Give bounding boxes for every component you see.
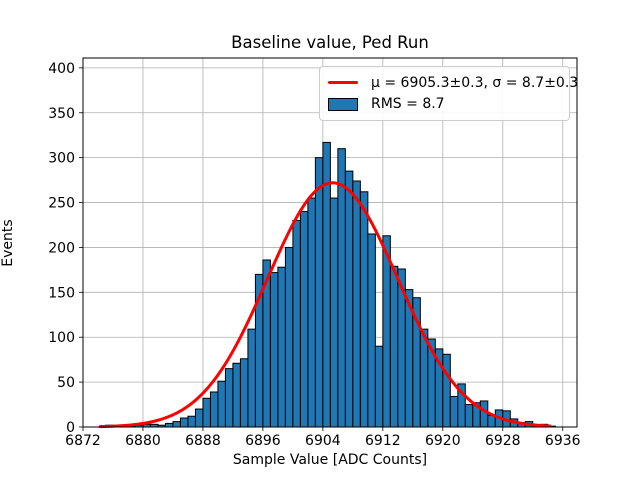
x-tick-label: 6920 — [425, 433, 461, 449]
histogram-patch-swatch — [328, 97, 358, 111]
chart-title: Baseline value, Ped Run — [231, 33, 429, 52]
histogram-bar — [344, 170, 354, 428]
histogram-bar — [172, 421, 181, 428]
histogram-bar — [389, 265, 399, 428]
histogram-bar — [224, 368, 234, 428]
histogram-bar — [479, 400, 489, 428]
histogram-bar — [194, 408, 204, 428]
y-tick-label: 350 — [48, 106, 75, 122]
fit-legend-label: μ = 6905.3±0.3, σ = 8.7±0.3 — [371, 74, 579, 91]
y-tick-label: 150 — [48, 285, 75, 301]
legend-row-fit: μ = 6905.3±0.3, σ = 8.7±0.3 — [328, 73, 578, 93]
y-axis-label: Events — [0, 219, 16, 267]
x-tick-label: 6904 — [305, 433, 341, 449]
histogram-bar — [284, 246, 294, 428]
y-tick-label: 50 — [57, 375, 75, 391]
histogram-bar — [217, 380, 226, 428]
histogram-bar — [382, 235, 391, 428]
histogram-bar — [299, 211, 309, 428]
x-tick-label: 6880 — [125, 433, 161, 449]
fit-line-swatch — [328, 81, 358, 85]
histogram-bar — [374, 345, 384, 428]
histogram-bar — [209, 391, 219, 428]
histogram-bar — [359, 191, 369, 428]
x-tick-label: 6888 — [185, 433, 221, 449]
histogram-bar — [292, 220, 301, 428]
histogram-bar — [337, 148, 346, 428]
histogram-bar — [187, 415, 196, 428]
histogram-bar — [239, 358, 249, 428]
histogram-legend-label: RMS = 8.7 — [371, 96, 445, 113]
histogram-bar — [464, 404, 474, 428]
gaussian-fit-curve — [98, 181, 552, 429]
x-axis-label: Sample Value [ADC Counts] — [232, 452, 428, 468]
y-tick-label: 400 — [48, 61, 75, 77]
histogram-bar — [277, 266, 286, 428]
histogram-bar — [329, 197, 339, 428]
histogram-bar — [442, 353, 451, 428]
x-tick-label: 6912 — [365, 433, 401, 449]
legend-row-hist: RMS = 8.7 — [328, 94, 561, 114]
histogram-bar — [269, 272, 279, 428]
x-tick-label: 6928 — [485, 433, 521, 449]
y-tick-label: 250 — [48, 196, 75, 212]
y-tick-label: 0 — [66, 420, 75, 436]
histogram-bar — [202, 397, 211, 428]
histogram-bar — [247, 328, 256, 428]
y-tick-label: 200 — [48, 240, 75, 256]
y-tick-label: 100 — [48, 330, 75, 346]
y-tick-label: 300 — [48, 151, 75, 167]
histogram-bar — [352, 180, 361, 428]
histogram-bar — [164, 422, 174, 428]
histogram-bar — [367, 233, 376, 428]
x-tick-label: 6936 — [545, 433, 581, 449]
histogram-bar — [307, 197, 316, 428]
x-tick-label: 6872 — [65, 433, 101, 449]
legend: μ = 6905.3±0.3, σ = 8.7±0.3 RMS = 8.7 — [319, 66, 578, 121]
histogram-bar — [179, 417, 189, 428]
histogram-bar — [232, 362, 241, 428]
histogram-bar — [314, 157, 324, 428]
x-tick-label: 6896 — [245, 433, 281, 449]
histogram-bar — [449, 395, 459, 428]
plot-spines — [82, 57, 578, 428]
